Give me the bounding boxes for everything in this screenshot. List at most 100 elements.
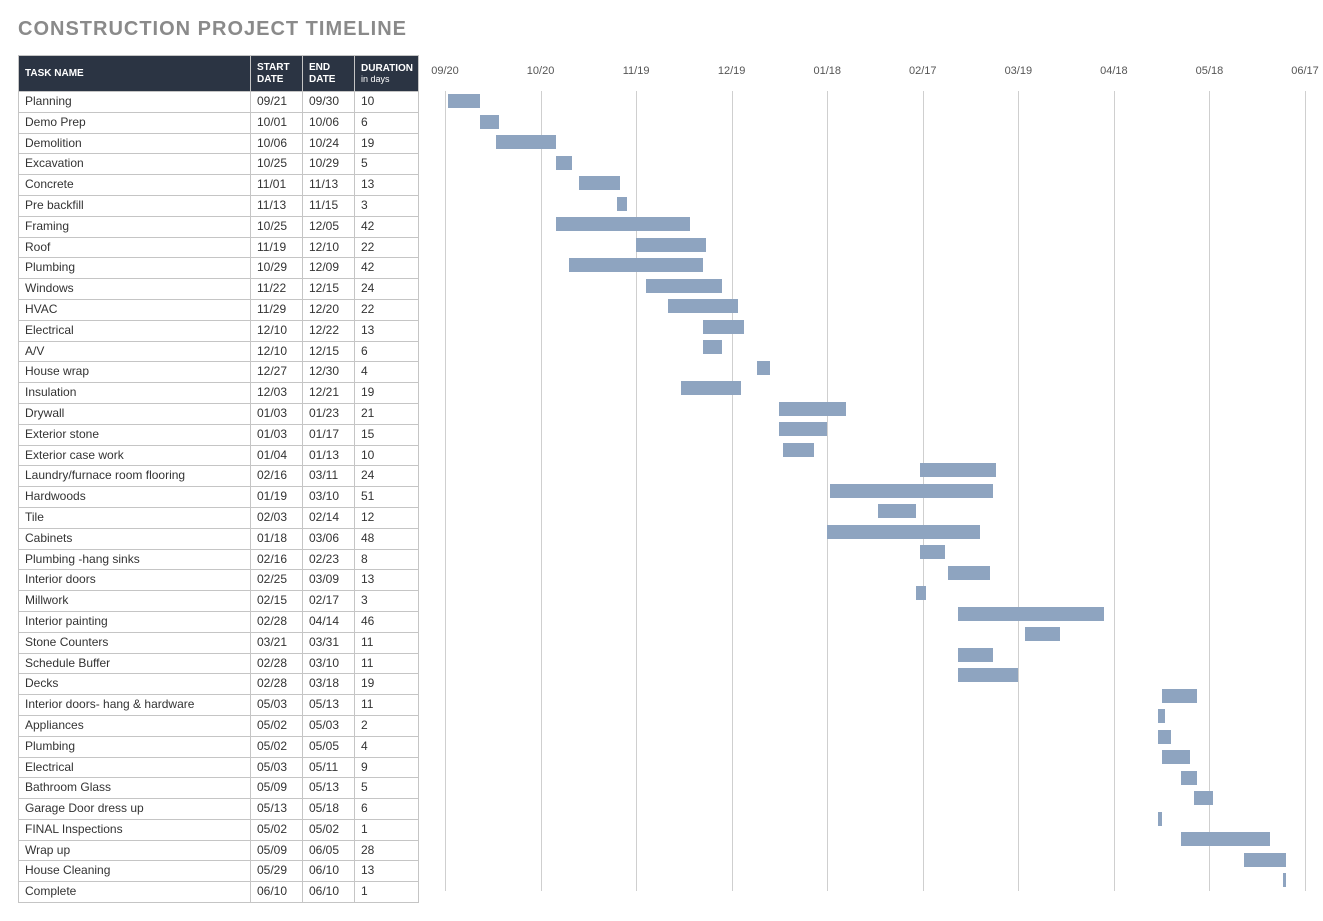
- gantt-row: [445, 276, 1305, 297]
- cell-end: 05/02: [303, 819, 355, 840]
- cell-name: Hardwoods: [19, 487, 251, 508]
- gantt-bar: [958, 607, 1105, 621]
- cell-start: 05/13: [251, 799, 303, 820]
- cell-duration: 51: [355, 487, 419, 508]
- table-row: Plumbing05/0205/054: [19, 736, 419, 757]
- cell-end: 12/05: [303, 216, 355, 237]
- table-row: Laundry/furnace room flooring02/1603/112…: [19, 466, 419, 487]
- cell-name: Interior painting: [19, 611, 251, 632]
- gantt-bar: [1194, 791, 1213, 805]
- gantt-tick-label: 10/20: [527, 65, 555, 77]
- gantt-bar: [1181, 832, 1270, 846]
- gantt-bar: [920, 463, 996, 477]
- cell-name: Plumbing -hang sinks: [19, 549, 251, 570]
- cell-end: 12/15: [303, 341, 355, 362]
- cell-end: 10/06: [303, 112, 355, 133]
- gantt-bar: [556, 156, 572, 170]
- gantt-tick-label: 04/18: [1100, 65, 1128, 77]
- gantt-row: [445, 173, 1305, 194]
- cell-name: Demo Prep: [19, 112, 251, 133]
- cell-start: 02/28: [251, 653, 303, 674]
- cell-end: 12/22: [303, 320, 355, 341]
- gantt-tick-label: 12/19: [718, 65, 746, 77]
- gantt-bar: [779, 402, 846, 416]
- cell-name: Windows: [19, 279, 251, 300]
- cell-name: Bathroom Glass: [19, 778, 251, 799]
- table-row: Pre backfill11/1311/153: [19, 195, 419, 216]
- gantt-row: [445, 214, 1305, 235]
- cell-start: 02/25: [251, 570, 303, 591]
- table-row: Framing10/2512/0542: [19, 216, 419, 237]
- table-row: Demolition10/0610/2419: [19, 133, 419, 154]
- gantt-bar: [703, 340, 722, 354]
- cell-name: Electrical: [19, 757, 251, 778]
- cell-start: 02/03: [251, 507, 303, 528]
- table-row: HVAC11/2912/2022: [19, 299, 419, 320]
- gantt-row: [445, 317, 1305, 338]
- gantt-row: [445, 706, 1305, 727]
- gantt-row: [445, 440, 1305, 461]
- gantt-row: [445, 337, 1305, 358]
- gantt-row: [445, 686, 1305, 707]
- gantt-bar: [1181, 771, 1197, 785]
- cell-duration: 11: [355, 695, 419, 716]
- gantt-bar: [646, 279, 722, 293]
- gantt-row: [445, 255, 1305, 276]
- cell-start: 05/02: [251, 819, 303, 840]
- cell-end: 12/15: [303, 279, 355, 300]
- cell-duration: 13: [355, 320, 419, 341]
- gantt-bar: [958, 668, 1019, 682]
- col-task-name: TASK NAME: [19, 56, 251, 92]
- cell-end: 02/23: [303, 549, 355, 570]
- gantt-row: [445, 501, 1305, 522]
- cell-duration: 12: [355, 507, 419, 528]
- cell-end: 09/30: [303, 92, 355, 113]
- gantt-bar: [958, 648, 993, 662]
- gantt-row: [445, 563, 1305, 584]
- cell-end: 03/09: [303, 570, 355, 591]
- table-row: Plumbing -hang sinks02/1602/238: [19, 549, 419, 570]
- cell-name: Complete: [19, 882, 251, 903]
- cell-start: 05/09: [251, 778, 303, 799]
- gantt-row: [445, 481, 1305, 502]
- gantt-bar: [1244, 853, 1285, 867]
- cell-end: 03/10: [303, 653, 355, 674]
- table-header-row: TASK NAME START DATE END DATE DURATION i…: [19, 56, 419, 92]
- table-row: Stone Counters03/2103/3111: [19, 632, 419, 653]
- gantt-tick-label: 09/20: [431, 65, 459, 77]
- table-row: Drywall01/0301/2321: [19, 403, 419, 424]
- gantt-row: [445, 378, 1305, 399]
- gantt-row: [445, 768, 1305, 789]
- cell-name: Cabinets: [19, 528, 251, 549]
- cell-name: Interior doors- hang & hardware: [19, 695, 251, 716]
- cell-duration: 22: [355, 299, 419, 320]
- cell-duration: 24: [355, 466, 419, 487]
- cell-name: Concrete: [19, 175, 251, 196]
- col-duration-label: DURATION: [361, 63, 413, 74]
- gantt-bar: [681, 381, 742, 395]
- gantt-row: [445, 235, 1305, 256]
- cell-end: 03/18: [303, 674, 355, 695]
- cell-name: Electrical: [19, 320, 251, 341]
- table-row: A/V12/1012/156: [19, 341, 419, 362]
- cell-start: 10/06: [251, 133, 303, 154]
- cell-duration: 19: [355, 383, 419, 404]
- gantt-header: 09/2010/2011/1912/1901/1802/1703/1904/18…: [445, 55, 1305, 91]
- cell-duration: 4: [355, 362, 419, 383]
- gantt-row: [445, 91, 1305, 112]
- task-table: TASK NAME START DATE END DATE DURATION i…: [18, 55, 419, 903]
- cell-duration: 46: [355, 611, 419, 632]
- cell-duration: 9: [355, 757, 419, 778]
- cell-end: 01/23: [303, 403, 355, 424]
- cell-name: Wrap up: [19, 840, 251, 861]
- gantt-row: [445, 194, 1305, 215]
- cell-name: Exterior stone: [19, 424, 251, 445]
- cell-name: Demolition: [19, 133, 251, 154]
- gantt-bar: [878, 504, 916, 518]
- gantt-tick-label: 11/19: [623, 65, 650, 77]
- cell-duration: 1: [355, 882, 419, 903]
- cell-duration: 5: [355, 778, 419, 799]
- cell-start: 11/01: [251, 175, 303, 196]
- gantt-bar: [569, 258, 703, 272]
- cell-name: Interior doors: [19, 570, 251, 591]
